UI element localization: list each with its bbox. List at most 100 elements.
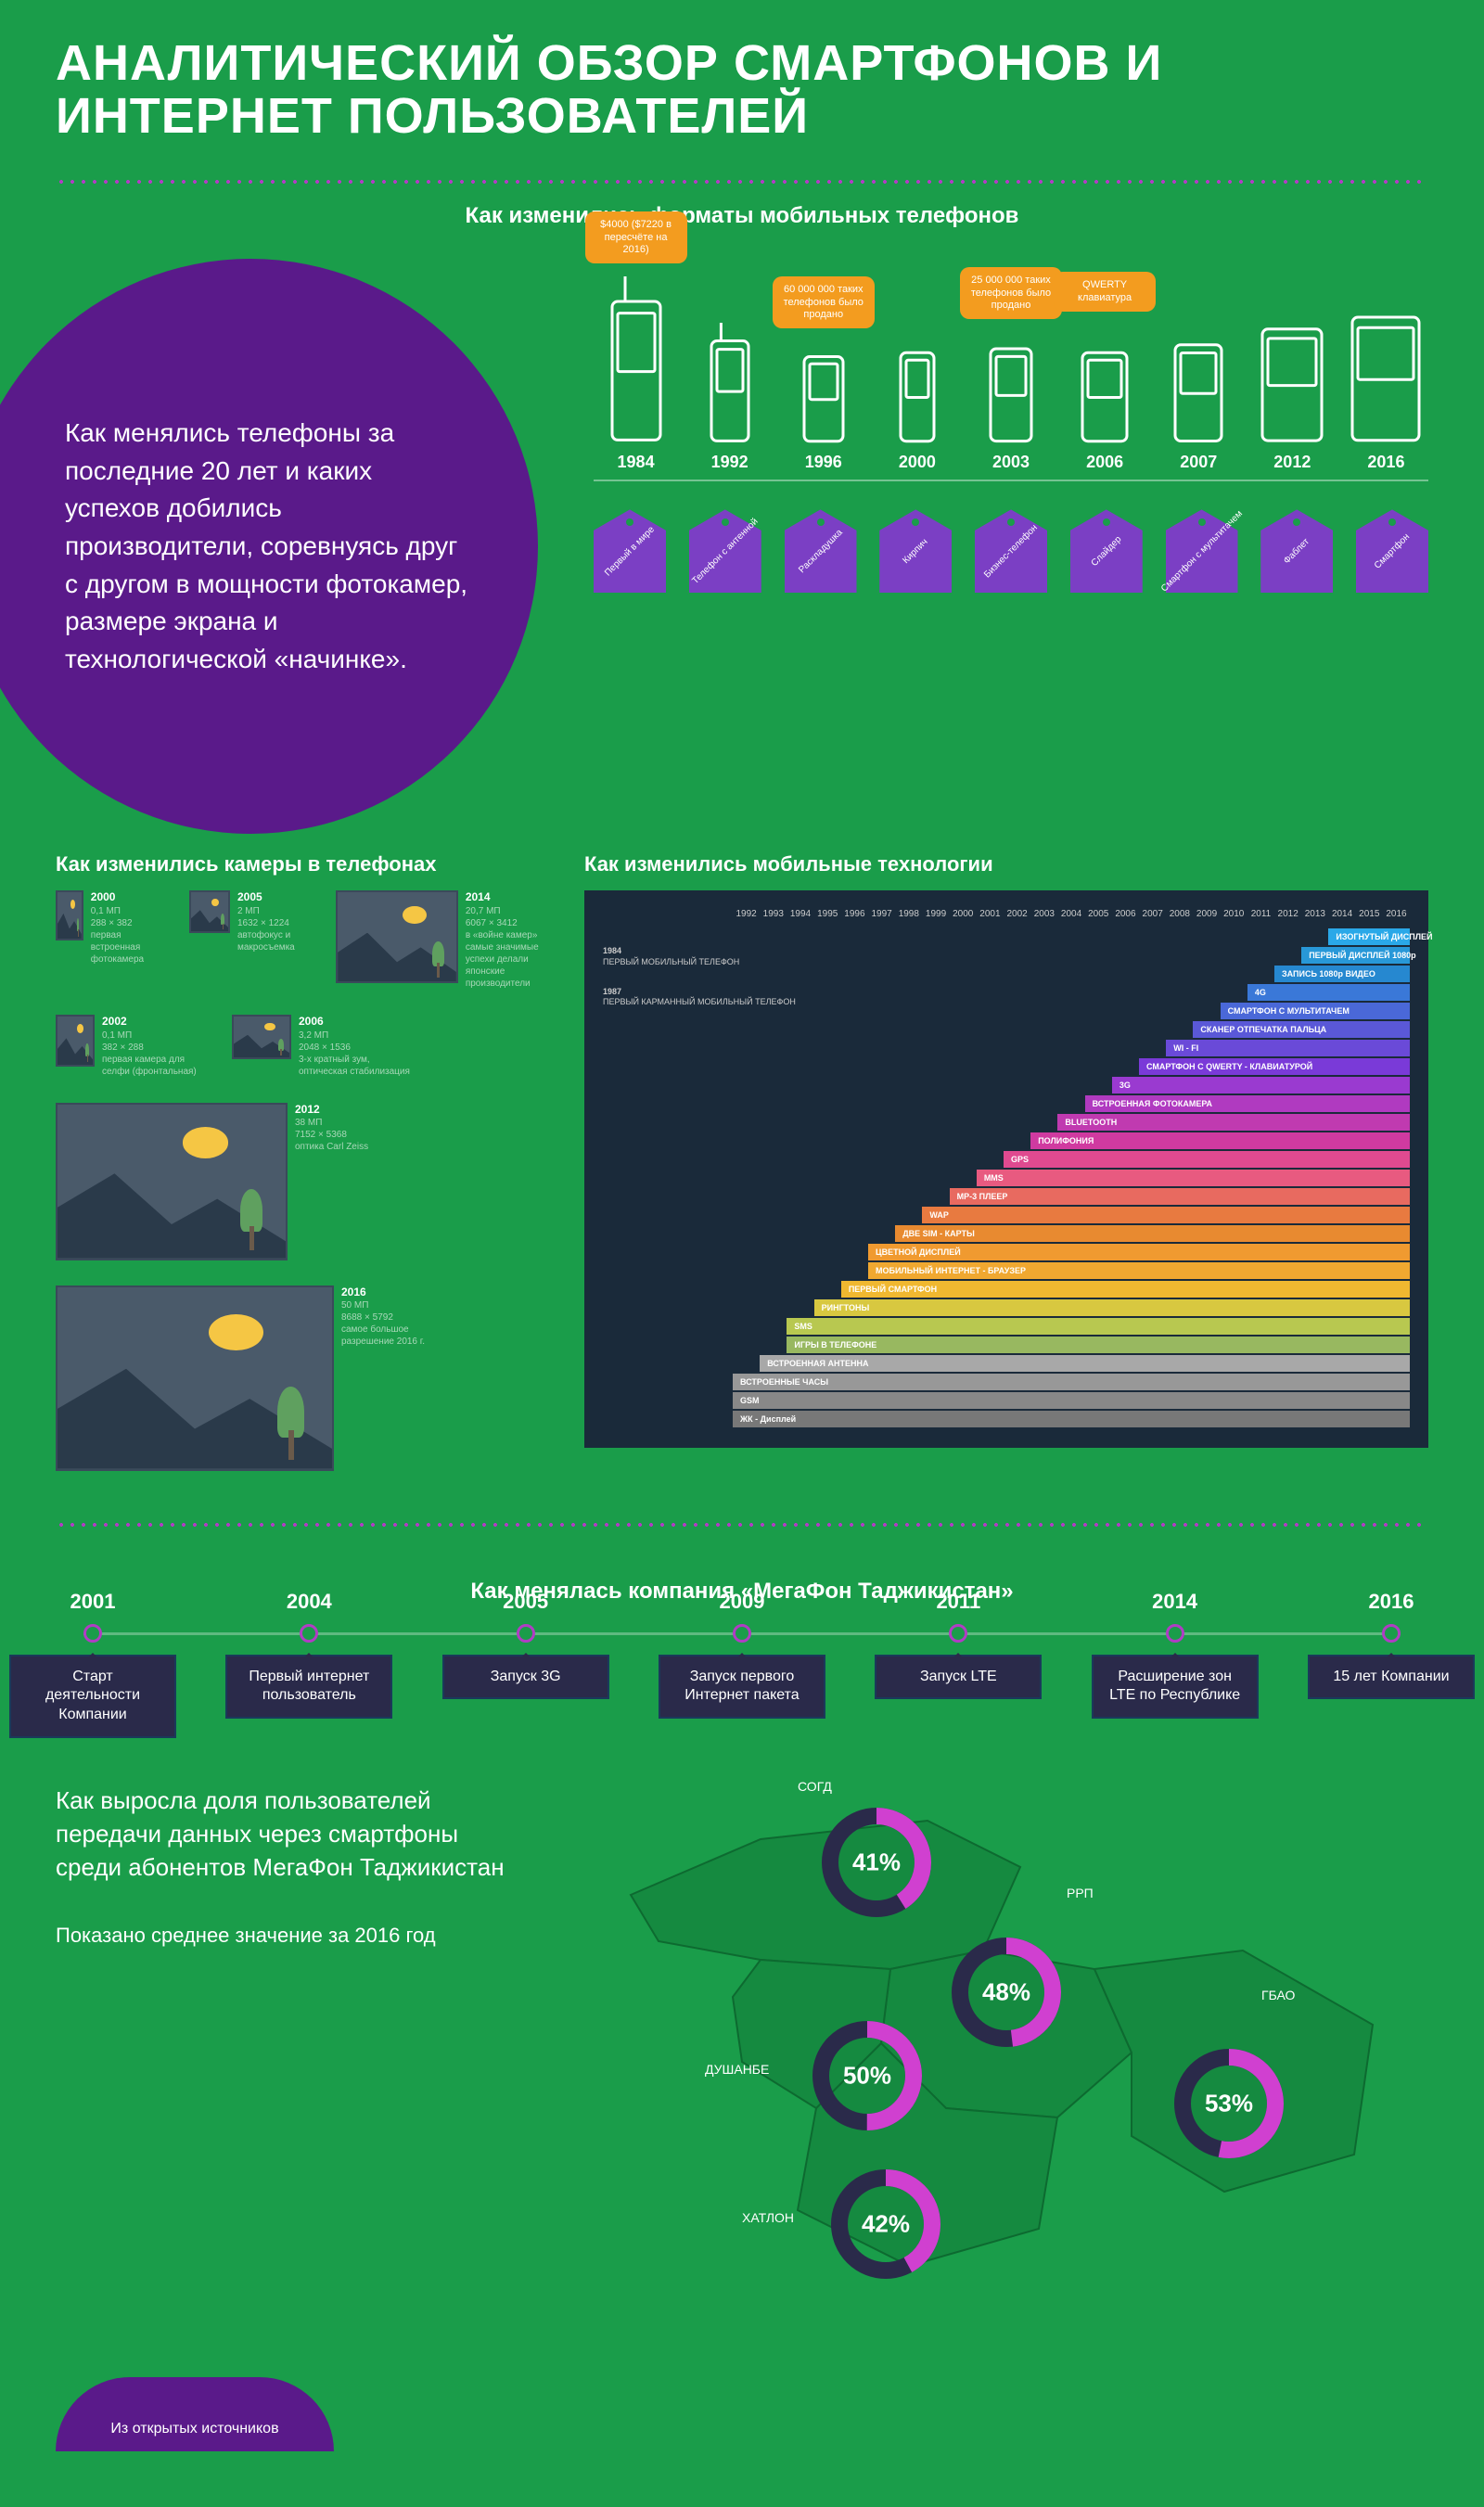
phones-timeline: $4000 ($7220 в пересчёте на 2016) 1984 1… bbox=[594, 277, 1428, 481]
tech-bar: BLUETOOTH bbox=[733, 1114, 1410, 1131]
phone-tag: Раскладушка bbox=[785, 509, 857, 602]
phone-item: 2012 bbox=[1250, 309, 1335, 472]
intro-text: Как менялись телефоны за последние 20 ле… bbox=[65, 415, 473, 678]
phone-item: 1992 bbox=[687, 323, 772, 472]
phone-item: 2007 bbox=[1157, 327, 1241, 472]
timeline-year: 2005 bbox=[503, 1590, 548, 1614]
tech-bar: ВСТРОЕННАЯ АНТЕННА bbox=[733, 1355, 1410, 1372]
timeline-box: Старт деятельности Компании bbox=[9, 1655, 176, 1738]
phone-icon bbox=[1259, 309, 1325, 443]
tech-bar: 4G bbox=[733, 984, 1410, 1001]
divider bbox=[56, 1522, 1428, 1528]
camera-item: 2006 3,2 МП2048 × 15363-х кратный зум, о… bbox=[232, 1015, 410, 1078]
tech-chart: 1992199319941995199619971998199920002001… bbox=[584, 890, 1428, 1448]
tech-year-label: 1992 bbox=[733, 909, 760, 919]
tech-year-label: 1997 bbox=[868, 909, 895, 919]
region-donut: 48% РРП bbox=[946, 1932, 1067, 2053]
tech-bar: GSM bbox=[733, 1392, 1410, 1409]
camera-meta: 2002 0,1 МП382 × 288первая камера для се… bbox=[102, 1015, 213, 1078]
phone-tag: Бизнес-телефон bbox=[975, 509, 1047, 602]
camera-thumb bbox=[336, 890, 458, 983]
tech-title: Как изменились мобильные технологии bbox=[584, 852, 1428, 876]
phone-year: 2012 bbox=[1273, 453, 1311, 472]
tech-bar: СКАНЕР ОТПЕЧАТКА ПАЛЬЦА bbox=[733, 1021, 1410, 1038]
phone-tag: Смартфон с мультитачем bbox=[1166, 509, 1238, 602]
timeline-dot: 2011 Запуск LTE bbox=[949, 1624, 967, 1643]
camera-item: 2014 20,7 МП6067 × 3412в «войне камер» с… bbox=[336, 890, 556, 990]
phone-item: 60 000 000 таких телефонов было продано … bbox=[781, 341, 865, 472]
phone-icon bbox=[1079, 337, 1131, 443]
donut-pct: 53% bbox=[1205, 2089, 1253, 2117]
camera-thumb bbox=[56, 1103, 288, 1260]
camera-meta: 2000 0,1 МП288 × 382первая встроенная фо… bbox=[91, 890, 171, 966]
timeline-year: 2016 bbox=[1368, 1590, 1414, 1614]
tech-year-label: 1999 bbox=[922, 909, 949, 919]
tech-year-label: 2006 bbox=[1112, 909, 1139, 919]
tech-year-label: 2000 bbox=[950, 909, 977, 919]
phone-item: $4000 ($7220 в пересчёте на 2016) 1984 bbox=[594, 276, 678, 472]
phone-year: 2016 bbox=[1367, 453, 1404, 472]
tech-bar: ПЕРВЫЙ СМАРТФОН bbox=[733, 1281, 1410, 1298]
phone-icon bbox=[897, 337, 938, 443]
phone-tag: Фаблет bbox=[1260, 509, 1333, 602]
phone-tag: Смартфон bbox=[1356, 509, 1428, 602]
camera-meta: 2005 2 МП1632 × 1224автофокус и макросъе… bbox=[237, 890, 317, 953]
region-donut: 53% ГБАО bbox=[1169, 2043, 1289, 2164]
camera-thumb bbox=[56, 890, 83, 940]
tech-bar: SMS bbox=[733, 1318, 1410, 1335]
tech-bar: ВСТРОЕННАЯ ФОТОКАМЕРА bbox=[733, 1095, 1410, 1112]
camera-meta: 2012 38 МП7152 × 5368оптика Carl Zeiss bbox=[295, 1103, 368, 1260]
tech-bar: MP-3 ПЛЕЕР bbox=[733, 1188, 1410, 1205]
tech-year-label: 1996 bbox=[841, 909, 868, 919]
timeline-box: Первый интернет пользователь bbox=[225, 1655, 392, 1720]
donut-pct: 41% bbox=[852, 1848, 901, 1876]
cameras-title: Как изменились камеры в телефонах bbox=[56, 852, 556, 876]
tech-bar: МОБИЛЬНЫЙ ИНТЕРНЕТ - БРАУЗЕР bbox=[733, 1262, 1410, 1279]
tech-bar: WAP bbox=[733, 1207, 1410, 1223]
camera-item: 2005 2 МП1632 × 1224автофокус и макросъе… bbox=[189, 890, 317, 953]
phone-icon bbox=[987, 332, 1035, 443]
timeline-year: 2009 bbox=[720, 1590, 765, 1614]
donut-pct: 48% bbox=[982, 1977, 1030, 2006]
sec1-subhead: Как изменились форматы мобильных телефон… bbox=[56, 203, 1428, 229]
tech-year-label: 2009 bbox=[1193, 909, 1220, 919]
tech-year-label: 2012 bbox=[1274, 909, 1301, 919]
phone-tag: Кирпич bbox=[879, 509, 952, 602]
tech-bar: ИЗОГНУТЫЙ ДИСПЛЕЙ bbox=[733, 928, 1410, 945]
megafon-timeline: 2001 Старт деятельности Компании2004 Пер… bbox=[83, 1632, 1401, 1635]
region-label: ДУШАНБЕ bbox=[705, 2062, 769, 2077]
phone-item: 2016 bbox=[1344, 295, 1428, 472]
tech-bar: СМАРТФОН С МУЛЬТИТАЧЕМ bbox=[733, 1003, 1410, 1019]
timeline-dot: 2009 Запуск первого Интернет пакета bbox=[733, 1624, 751, 1643]
tech-year-label: 2016 bbox=[1383, 909, 1410, 919]
timeline-box: Запуск LTE bbox=[875, 1655, 1042, 1700]
camera-meta: 2014 20,7 МП6067 × 3412в «войне камер» с… bbox=[466, 890, 556, 990]
tech-year-label: 2008 bbox=[1166, 909, 1193, 919]
timeline-year: 2001 bbox=[70, 1590, 116, 1614]
camera-meta: 2016 50 МП8688 × 5792самое большое разре… bbox=[341, 1285, 453, 1471]
tech-bar: GPS bbox=[733, 1151, 1410, 1168]
tech-year-label: 2007 bbox=[1139, 909, 1166, 919]
cameras-grid: 2000 0,1 МП288 × 382первая встроенная фо… bbox=[56, 890, 556, 1484]
phone-tag: Слайдер bbox=[1070, 509, 1143, 602]
tech-bar: СМАРТФОН С QWERTY - КЛАВИАТУРОЙ bbox=[733, 1058, 1410, 1075]
phone-item: 25 000 000 таких телефонов было продано … bbox=[968, 332, 1053, 472]
camera-thumb bbox=[56, 1015, 95, 1067]
camera-item: 2012 38 МП7152 × 5368оптика Carl Zeiss bbox=[56, 1103, 368, 1260]
camera-meta: 2006 3,2 МП2048 × 15363-х кратный зум, о… bbox=[299, 1015, 410, 1078]
phone-bubble: 25 000 000 таких телефонов было продано bbox=[960, 267, 1062, 319]
tech-year-label: 1995 bbox=[814, 909, 841, 919]
phone-tag: Телефон с антенной bbox=[689, 509, 761, 602]
camera-item: 2000 0,1 МП288 × 382первая встроенная фо… bbox=[56, 890, 171, 966]
tech-bar: ПОЛИФОНИЯ bbox=[733, 1132, 1410, 1149]
tech-year-label: 2010 bbox=[1221, 909, 1247, 919]
donut-pct: 42% bbox=[862, 2209, 910, 2238]
camera-thumb bbox=[232, 1015, 291, 1059]
tech-bar: WI - FI bbox=[733, 1040, 1410, 1056]
phone-year: 2006 bbox=[1086, 453, 1123, 472]
tech-bar: РИНГТОНЫ bbox=[733, 1299, 1410, 1316]
tech-year-label: 1998 bbox=[895, 909, 922, 919]
tech-year-label: 2014 bbox=[1328, 909, 1355, 919]
timeline-box: 15 лет Компании bbox=[1308, 1655, 1475, 1700]
region-donut: 42% ХАТЛОН bbox=[825, 2164, 946, 2284]
